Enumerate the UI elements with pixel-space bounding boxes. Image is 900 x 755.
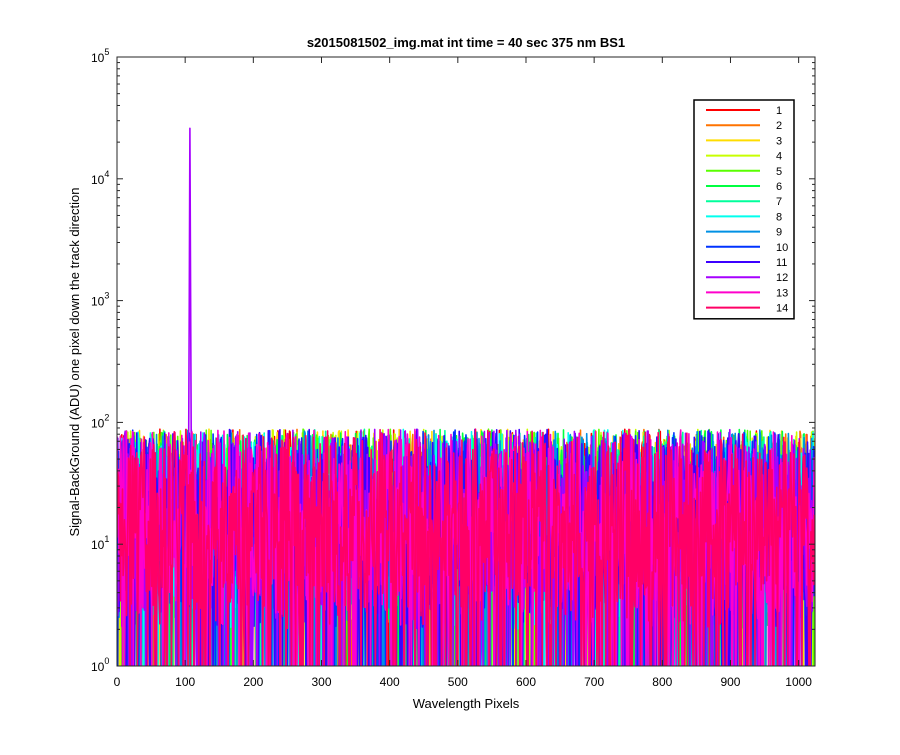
legend-label-13: 13: [776, 287, 788, 299]
y-tick-label: 101: [91, 534, 109, 552]
legend-box: [693, 99, 795, 320]
legend-label-3: 3: [776, 135, 782, 147]
y-tick-label: 103: [91, 291, 109, 309]
x-tick-label: 300: [311, 675, 331, 689]
x-tick-label: 500: [448, 675, 468, 689]
x-tick-label: 100: [175, 675, 195, 689]
legend-label-5: 5: [776, 166, 782, 178]
x-tick-label: 200: [243, 675, 263, 689]
legend-label-14: 14: [776, 303, 788, 315]
y-axis-label: Signal-BackGround (ADU) one pixel down t…: [67, 187, 82, 536]
series-layer: [117, 127, 815, 666]
legend-label-7: 7: [776, 196, 782, 208]
legend-label-9: 9: [776, 227, 782, 239]
x-tick-label: 400: [380, 675, 400, 689]
y-tick-label: 102: [91, 412, 109, 430]
series-14-line: [117, 428, 815, 666]
axes-box: [116, 56, 816, 667]
x-tick-label: 900: [720, 675, 740, 689]
legend-label-12: 12: [776, 272, 788, 284]
y-tick-label: 100: [91, 656, 109, 674]
legend-label-4: 4: [776, 151, 782, 163]
y-tick-label: 104: [91, 169, 109, 187]
x-tick-label: 600: [516, 675, 536, 689]
x-tick-label: 0: [114, 675, 121, 689]
legend-label-10: 10: [776, 242, 788, 254]
x-tick-label: 700: [584, 675, 604, 689]
legend-label-1: 1: [776, 105, 782, 117]
x-axis-label: Wavelength Pixels: [413, 696, 520, 711]
chart-title: s2015081502_img.mat int time = 40 sec 37…: [307, 35, 625, 50]
legend-label-2: 2: [776, 120, 782, 132]
axes-layer: 0 100 200 300 400 500 600 700 800 900 100010010110…: [91, 47, 816, 689]
y-tick-label: 105: [91, 47, 109, 65]
legend-label-11: 11: [776, 257, 787, 269]
legend-label-8: 8: [776, 211, 782, 223]
legend-label-6: 6: [776, 181, 782, 193]
x-tick-label: 800: [652, 675, 672, 689]
x-tick-label: 1000: [785, 675, 812, 689]
